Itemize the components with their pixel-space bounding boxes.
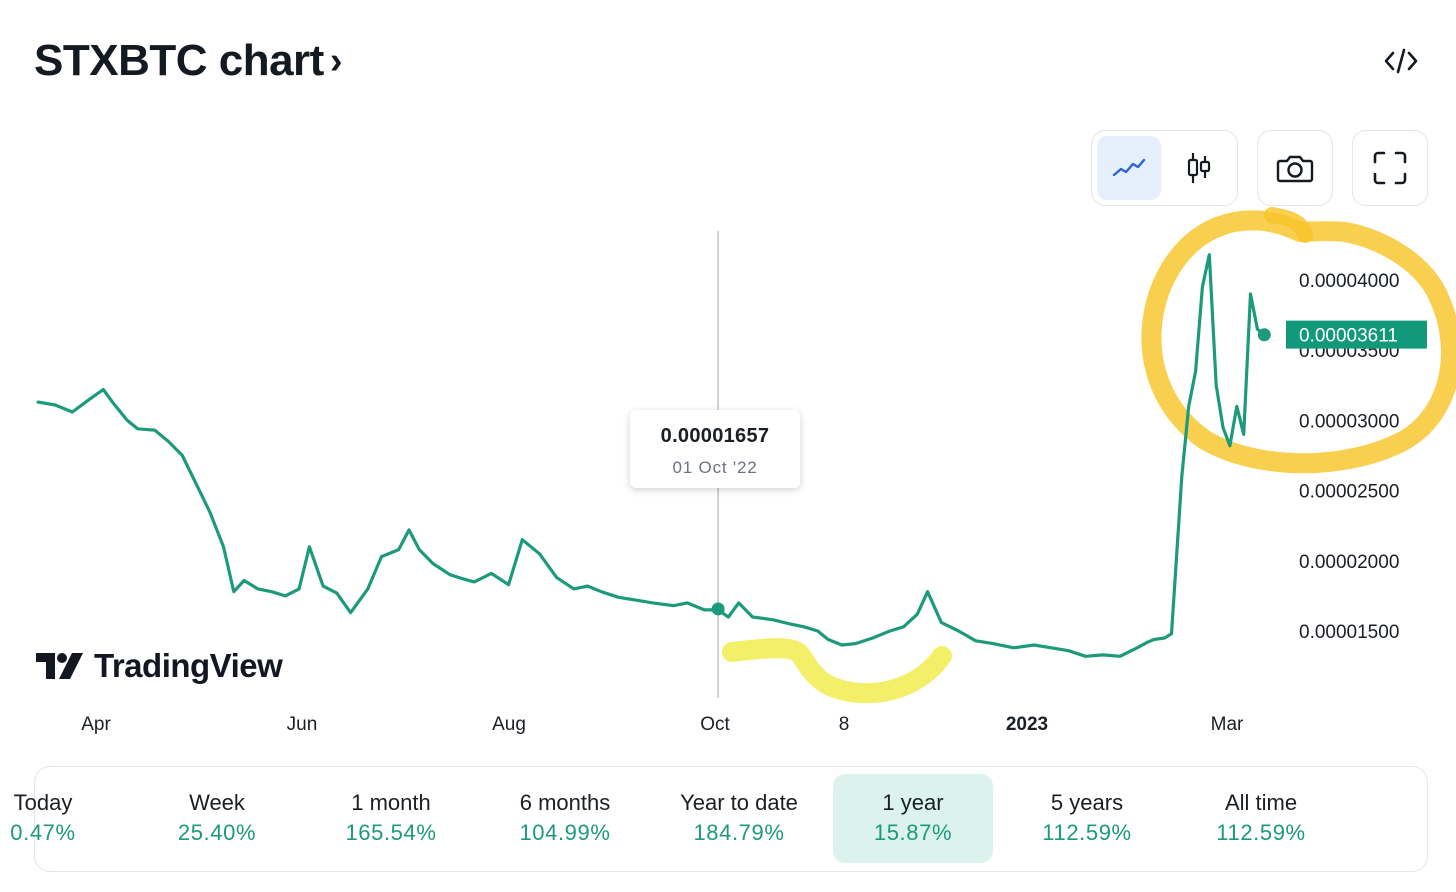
tooltip-value: 0.00001657 <box>660 425 770 447</box>
tradingview-logo[interactable]: TradingView <box>36 644 283 688</box>
x-axis: Apr Jun Aug Oct 8 2023 Mar <box>81 714 1244 735</box>
chart-type-toggle <box>1091 130 1238 206</box>
highlight-circle-annotation <box>1141 210 1456 474</box>
period-label: 5 years <box>1050 790 1124 815</box>
y-tick-label: 0.00002500 <box>1299 482 1399 503</box>
x-tick-label: 8 <box>839 714 850 735</box>
period-tab[interactable]: All time 112.59% <box>1181 774 1341 863</box>
title-text: STXBTC chart <box>34 36 324 85</box>
period-tab[interactable]: Year to date 184.79% <box>659 774 819 863</box>
y-tick-label: 0.00001500 <box>1299 622 1399 643</box>
y-tick-label: 0.00002000 <box>1299 552 1399 573</box>
period-label: Today <box>13 790 73 815</box>
period-change-value: 15.87% <box>873 820 953 845</box>
line-chart-icon <box>1112 158 1146 177</box>
annotations-layer <box>722 207 1456 704</box>
tooltip-date: 01 Oct '22 <box>672 458 758 477</box>
period-performance-bar: Today 0.47% Week 25.40% 1 month 165.54% 6 mont… <box>10 766 1428 872</box>
chevron-right-icon: › <box>329 39 343 82</box>
x-tick-label: Oct <box>700 714 730 735</box>
y-tick-label: 0.00004000 <box>1299 271 1399 292</box>
period-label: 6 months <box>519 790 611 815</box>
period-change-value: 112.59% <box>1216 820 1306 845</box>
screenshot-button[interactable] <box>1257 130 1333 206</box>
fullscreen-icon <box>1373 151 1407 185</box>
y-tick-label: 0.00003000 <box>1299 411 1399 432</box>
candlestick-icon <box>1187 153 1211 183</box>
period-change-value: 184.79% <box>693 820 785 845</box>
period-tab[interactable]: Week 25.40% <box>137 774 297 863</box>
period-label: Week <box>189 790 245 815</box>
x-tick-label: 2023 <box>1006 714 1048 735</box>
tradingview-wordmark: TradingView <box>94 647 283 684</box>
period-tab[interactable]: 1 month 165.54% <box>311 774 471 863</box>
x-tick-label: Mar <box>1211 714 1244 735</box>
period-change-value: 165.54% <box>345 820 437 845</box>
x-tick-label: Apr <box>81 714 111 735</box>
period-tab[interactable]: 5 years 112.59% <box>1007 774 1167 863</box>
x-tick-label: Jun <box>287 714 318 735</box>
series-layer <box>36 253 1271 658</box>
crosshair-tooltip: 0.00001657 01 Oct '22 <box>630 410 800 488</box>
price-line <box>36 253 1266 658</box>
period-change-value: 104.99% <box>519 820 611 845</box>
line-chart-button[interactable] <box>1097 136 1161 200</box>
fullscreen-button[interactable] <box>1352 130 1428 206</box>
x-tick-label: Aug <box>492 714 526 735</box>
period-tab[interactable]: Today 0.47% <box>0 774 123 863</box>
period-tab[interactable]: 1 year 15.87% <box>833 774 993 863</box>
tradingview-mark-icon <box>36 653 83 679</box>
page-title[interactable]: STXBTC chart › <box>34 36 342 86</box>
period-label: 1 year <box>882 790 944 815</box>
price-chart[interactable]: 0.000040000.000035000.000030000.00002500… <box>0 0 1456 760</box>
last-point-dot <box>1257 328 1271 342</box>
period-change-value: 112.59% <box>1042 820 1132 845</box>
last-price-label: 0.00003611 <box>1286 320 1427 349</box>
code-icon <box>1384 48 1418 74</box>
camera-icon <box>1276 155 1314 183</box>
period-tab[interactable]: 6 months 104.99% <box>485 774 645 863</box>
embed-code-button[interactable] <box>1376 40 1426 82</box>
period-label: All time <box>1224 790 1298 815</box>
period-change-value: 0.47% <box>10 820 76 845</box>
period-change-value: 25.40% <box>177 820 257 845</box>
last-price-box <box>1286 320 1427 349</box>
last-price-text: 0.00003611 <box>1299 326 1398 347</box>
period-label: Year to date <box>680 790 798 815</box>
candlestick-chart-button[interactable] <box>1167 136 1231 200</box>
period-label: 1 month <box>351 790 431 815</box>
highlight-underline-annotation <box>722 638 952 704</box>
highlight-circle-tail <box>1264 207 1313 243</box>
